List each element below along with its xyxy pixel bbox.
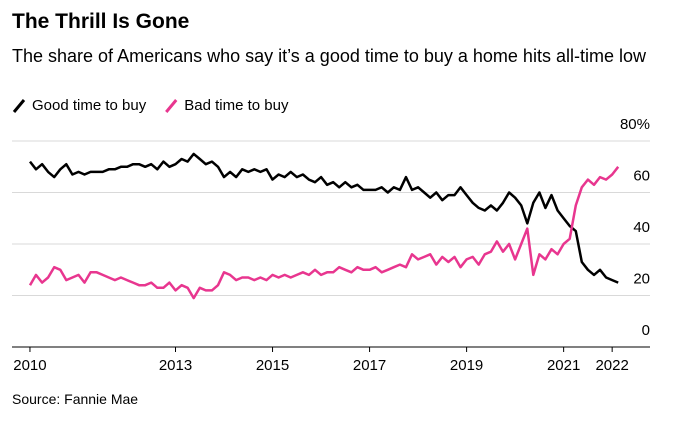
y-tick-label: 0 — [642, 322, 650, 339]
y-tick-label: 40 — [633, 219, 650, 236]
x-tick-label: 2021 — [547, 357, 580, 374]
legend-label: Good time to buy — [32, 97, 147, 114]
chart-subtitle: The share of Americans who say it’s a go… — [12, 46, 647, 66]
chart-title: The Thrill Is Gone — [12, 10, 189, 33]
x-tick-label: 2013 — [159, 357, 192, 374]
x-tick-label: 2010 — [13, 357, 46, 374]
series-line — [28, 166, 620, 300]
y-tick-label: 80% — [620, 116, 650, 133]
y-tick-label: 60 — [633, 168, 650, 185]
x-tick-label: 2019 — [450, 357, 483, 374]
x-tick-label: 2022 — [595, 357, 628, 374]
x-tick-label: 2017 — [353, 357, 386, 374]
legend-swatch — [165, 99, 178, 113]
series-line — [29, 152, 619, 284]
x-tick-label: 2015 — [256, 357, 289, 374]
source: Source: Fannie Mae — [12, 391, 138, 407]
legend-swatch — [12, 99, 26, 113]
y-tick-label: 20 — [633, 271, 650, 288]
legend-label: Bad time to buy — [184, 97, 289, 114]
